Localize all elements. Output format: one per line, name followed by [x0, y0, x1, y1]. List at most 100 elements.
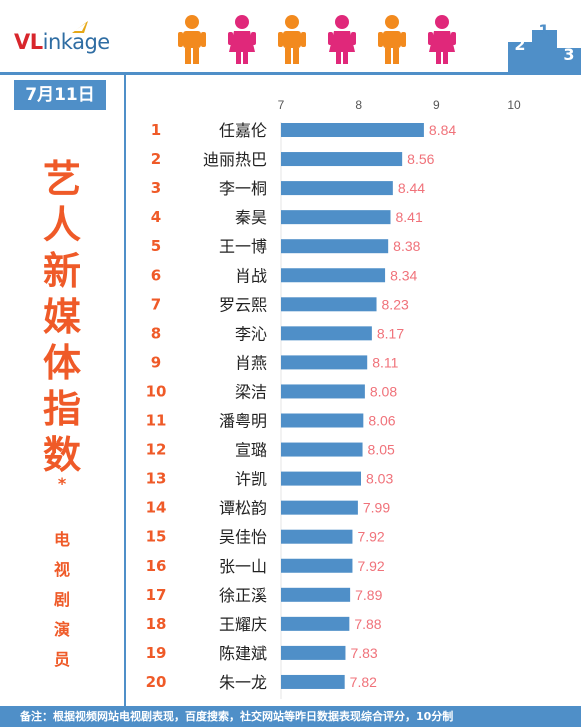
score-bar: [281, 529, 353, 544]
header: VLinkage 2 1 3: [0, 0, 581, 72]
score-value-label: 7.89: [355, 587, 382, 603]
rank-label: 11: [146, 412, 167, 430]
people-icons: [178, 15, 456, 64]
score-value-label: 7.82: [350, 674, 377, 690]
artist-name-label: 宣璐: [235, 441, 267, 460]
rank-label: 20: [146, 673, 167, 691]
score-value-label: 8.41: [396, 209, 423, 225]
score-value-label: 8.17: [377, 325, 404, 341]
title-char: 人: [42, 203, 81, 247]
rank-label: 16: [146, 557, 167, 575]
score-bar: [281, 645, 346, 660]
svg-text:2: 2: [514, 35, 525, 54]
title-char: 体: [42, 341, 81, 385]
title-asterisk: *: [57, 474, 67, 493]
score-bar: [281, 558, 353, 573]
artist-name-label: 张一山: [219, 557, 267, 576]
rank-label: 2: [151, 150, 161, 168]
score-value-label: 8.34: [390, 267, 417, 283]
subtitle-char: 演: [53, 620, 70, 639]
artist-name-label: 秦昊: [235, 208, 267, 227]
score-bar: [281, 587, 351, 602]
score-bar: [281, 210, 391, 225]
artist-name-label: 肖燕: [235, 353, 267, 372]
artist-name-label: 罗云熙: [219, 295, 267, 314]
artist-name-label: 吴佳怡: [219, 528, 267, 547]
rank-label: 13: [146, 470, 167, 488]
rank-label: 9: [151, 353, 161, 371]
score-bar: [281, 442, 363, 457]
x-tick-label: 8: [355, 98, 362, 112]
svg-text:3: 3: [563, 45, 574, 64]
title-char: 新: [42, 249, 81, 293]
subtitle-char: 电: [53, 530, 70, 549]
score-value-label: 8.11: [372, 354, 398, 370]
score-bar: [281, 268, 386, 283]
artist-name-label: 潘粤明: [219, 412, 267, 431]
score-bar: [281, 152, 403, 167]
rank-label: 18: [146, 615, 167, 633]
rank-label: 15: [146, 528, 167, 546]
score-bar: [281, 674, 345, 689]
score-bar: [281, 500, 358, 515]
score-bar: [281, 239, 389, 254]
artist-name-label: 谭松韵: [219, 499, 267, 518]
score-value-label: 7.92: [357, 529, 384, 545]
artist-name-label: 任嘉伦: [219, 121, 267, 140]
subtitle-char: 剧: [53, 590, 70, 609]
score-value-label: 7.92: [357, 558, 384, 574]
rank-label: 17: [146, 586, 167, 604]
score-value-label: 8.23: [382, 296, 409, 312]
score-value-label: 7.83: [350, 645, 377, 661]
score-value-label: 8.44: [398, 180, 425, 196]
rank-label: 5: [151, 237, 161, 255]
artist-name-label: 李沁: [235, 324, 267, 343]
score-bar: [281, 413, 364, 428]
artist-name-label: 王耀庆: [219, 615, 267, 634]
score-value-label: 8.84: [429, 122, 456, 138]
score-value-label: 8.56: [407, 151, 434, 167]
date-badge: 7月11日: [14, 80, 106, 110]
subtitle-char: 员: [53, 650, 70, 669]
score-bar: [281, 616, 350, 631]
x-tick-label: 10: [507, 98, 521, 112]
rank-label: 14: [146, 499, 167, 517]
title-char: 指: [42, 387, 81, 431]
title-panel: 艺 人 新 媒 体 指 数 * 电 视 剧 演 员: [0, 112, 124, 706]
rank-label: 10: [146, 382, 167, 400]
x-tick-label: 7: [278, 98, 285, 112]
score-value-label: 8.06: [368, 413, 395, 429]
ranking-bar-chart: 7 8 9 10 1 任嘉伦 8.84 2 迪丽热巴 8.56 3 李一桐 8.44 4 秦昊 8.41 5 王一…: [146, 98, 521, 699]
artist-name-label: 肖战: [235, 266, 267, 285]
title-char: 媒: [42, 295, 81, 339]
x-tick-label: 9: [433, 98, 440, 112]
title-char: 艺: [42, 157, 81, 201]
footer-note: 备注：根据视频网站电视剧表现，百度搜索，社交网站等昨日数据表现综合评分，10分制: [0, 706, 581, 727]
score-bar: [281, 384, 365, 399]
rank-label: 12: [146, 441, 167, 459]
score-bar: [281, 355, 368, 370]
score-bar: [281, 181, 393, 196]
rank-label: 4: [151, 208, 161, 226]
score-value-label: 8.03: [366, 471, 393, 487]
artist-name-label: 徐正溪: [219, 586, 267, 605]
score-bar: [281, 471, 361, 486]
logo-mark-icon: [72, 21, 88, 33]
title-char: 数: [42, 433, 81, 477]
vlinkage-logo: VLinkage: [14, 30, 110, 54]
woman-icon: [228, 15, 256, 64]
score-value-label: 7.88: [354, 616, 381, 632]
score-value-label: 8.38: [393, 238, 420, 254]
artist-name-label: 许凯: [235, 470, 267, 489]
score-value-label: 7.99: [363, 500, 390, 516]
podium-icon: 2 1 3: [508, 21, 581, 72]
rank-label: 19: [146, 644, 167, 662]
panel-divider: [124, 75, 126, 706]
man-icon: [178, 15, 206, 64]
score-bar: [281, 123, 424, 137]
rank-label: 3: [151, 179, 161, 197]
rank-label: 6: [151, 266, 161, 284]
artist-name-label: 朱一龙: [219, 673, 267, 692]
artist-name-label: 王一博: [219, 237, 267, 256]
header-divider: [0, 72, 581, 75]
